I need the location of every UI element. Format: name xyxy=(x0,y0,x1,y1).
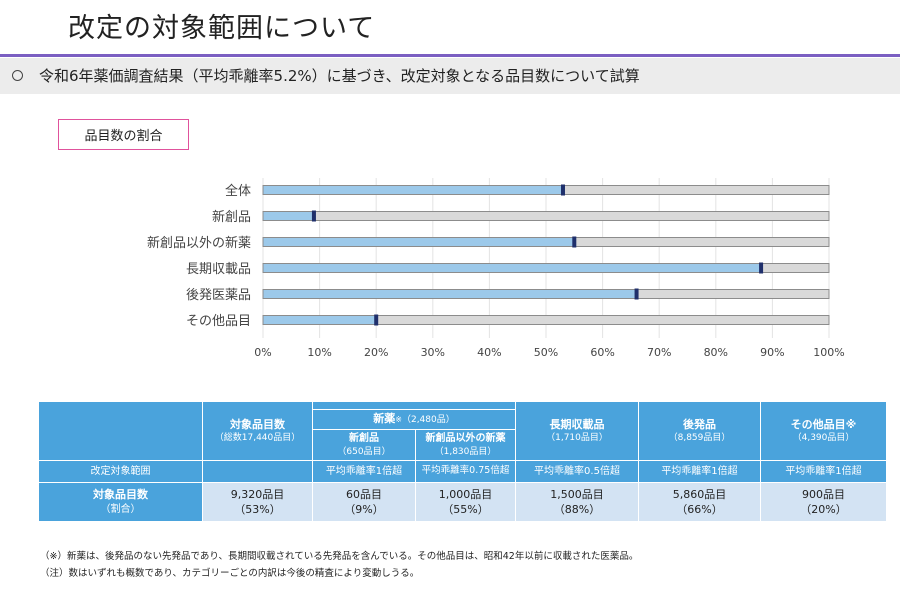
count-value: 60品目 xyxy=(346,487,382,501)
bar-marker xyxy=(572,236,577,248)
bar-marker xyxy=(560,184,565,196)
count-others: 900品目 （20%） xyxy=(760,482,887,522)
count-value: 1,000品目 xyxy=(438,487,493,501)
count-pct: （55%） xyxy=(442,503,489,516)
header-generic: 後発品 （8,859品目） xyxy=(638,401,761,461)
subtitle: 令和6年薬価調査結果（平均乖離率5.2%）に基づき、改定対象となる品目数について… xyxy=(12,65,640,86)
subtitle-band xyxy=(0,58,900,94)
scope-others: 平均乖離率1倍超 xyxy=(760,460,887,483)
x-tick-label: 100% xyxy=(813,346,844,359)
bar-track xyxy=(262,211,830,221)
count-pct: （20%） xyxy=(800,503,847,516)
count-value: 1,500品目 xyxy=(550,487,604,501)
bar xyxy=(262,263,762,273)
bar-marker xyxy=(634,288,639,300)
scope-long-listed: 平均乖離率0.5倍超 xyxy=(515,460,639,483)
count-value: 9,320品目 xyxy=(230,487,285,501)
bar-marker xyxy=(759,262,764,274)
section-label: 品目数の割合 xyxy=(58,119,189,150)
header-top-strip xyxy=(312,401,516,410)
header-others: その他品目※ （4,390品目） xyxy=(760,401,887,461)
x-tick-label: 70% xyxy=(647,346,671,359)
footnote-1: （※）新薬は、後発品のない先発品であり、長期間収載されている先発品を含んでいる。… xyxy=(40,551,639,562)
category-label: 長期収載品 xyxy=(186,262,251,277)
count-pct: （66%） xyxy=(676,503,723,516)
header-sub: （8,859品目） xyxy=(668,433,731,444)
count-value: 5,860品目 xyxy=(672,487,727,501)
header-new-drugs: 新薬※（2,480品） xyxy=(312,409,516,430)
x-tick-label: 60% xyxy=(590,346,614,359)
header-title: 新創品 xyxy=(349,433,379,445)
row-label-scope: 改定対象範囲 xyxy=(38,460,203,483)
header-title: 対象品目数 xyxy=(230,417,285,431)
table-corner-cell xyxy=(38,401,203,461)
count-innovative: 60品目 （9%） xyxy=(312,482,416,522)
header-sub: （2,480品） xyxy=(401,415,455,426)
scope-innovative: 平均乖離率1倍超 xyxy=(312,460,416,483)
scope-generic: 平均乖離率1倍超 xyxy=(638,460,761,483)
category-label: 新創品 xyxy=(212,209,251,225)
footnote-2: （注）数はいずれも概数であり、カテゴリーごとの内訳は今後の精査により変動しうる。 xyxy=(40,568,420,579)
category-label: 新創品以外の新薬 xyxy=(147,235,251,251)
x-tick-label: 0% xyxy=(254,346,271,359)
header-sub: （1,710品目） xyxy=(546,433,608,444)
row-label-sub: （割合） xyxy=(100,503,141,515)
count-pct: （53%） xyxy=(234,503,281,516)
note-mark: ※ xyxy=(395,415,402,425)
x-tick-label: 40% xyxy=(477,346,501,359)
header-other-new: 新創品以外の新薬 （1,830品目） xyxy=(415,429,516,461)
row-label-count: 対象品目数 （割合） xyxy=(38,482,203,522)
note-mark: ※ xyxy=(845,417,857,431)
header-title: その他品目※ xyxy=(761,418,886,433)
header-sub: （650品目） xyxy=(337,446,391,457)
header-title: 新創品以外の新薬 xyxy=(425,433,506,445)
summary-table: 対象品目数 （総数17,440品目） 長期収載品 （1,710品目） 後発品 （8,8… xyxy=(38,401,887,522)
header-innovative: 新創品 （650品目） xyxy=(312,429,416,461)
header-long-listed: 長期収載品 （1,710品目） xyxy=(515,401,639,461)
count-long-listed: 1,500品目 （88%） xyxy=(515,482,639,522)
count-pct: （9%） xyxy=(344,503,384,516)
header-target-count: 対象品目数 （総数17,440品目） xyxy=(202,401,313,461)
bar-marker xyxy=(374,314,379,326)
page-title: 改定の対象範囲について xyxy=(68,13,376,44)
category-label: 全体 xyxy=(225,183,251,199)
header-title: 長期収載品 xyxy=(549,417,605,431)
title-divider xyxy=(0,54,900,57)
category-label: 後発医薬品 xyxy=(186,288,251,303)
header-title: 後発品 xyxy=(683,417,716,431)
subtitle-text: 令和6年薬価調査結果（平均乖離率5.2%）に基づき、改定対象となる品目数について… xyxy=(39,67,640,85)
count-pct: （88%） xyxy=(553,503,601,516)
row-label-title: 対象品目数 xyxy=(93,487,148,501)
category-label: その他品目 xyxy=(186,314,251,329)
bar-chart: 0% 10% 20% 30% 40% 50% 60% 70% 80% 90% 100% 全体新創品新創… xyxy=(147,178,845,359)
x-tick-label: 20% xyxy=(364,346,388,359)
circle-bullet-icon xyxy=(12,70,23,81)
count-value: 900品目 xyxy=(802,487,845,501)
bar xyxy=(262,315,377,325)
bar-marker xyxy=(311,210,316,222)
bar xyxy=(262,185,564,195)
count-other-new: 1,000品目 （55%） xyxy=(415,482,516,522)
x-tick-label: 50% xyxy=(534,346,558,359)
bar xyxy=(262,237,575,247)
bar xyxy=(262,289,638,299)
bar xyxy=(262,211,315,221)
x-tick-label: 90% xyxy=(760,346,784,359)
x-tick-label: 80% xyxy=(704,346,728,359)
x-tick-label: 10% xyxy=(307,346,331,359)
header-title: 新薬 xyxy=(373,412,396,426)
scope-total-empty xyxy=(202,460,313,483)
header-sub: （総数17,440品目） xyxy=(214,433,301,444)
scope-other-new: 平均乖離率0.75倍超 xyxy=(415,460,516,483)
x-tick-label: 30% xyxy=(421,346,445,359)
header-sub: （1,830品目） xyxy=(434,446,497,457)
count-total: 9,320品目 （53%） xyxy=(202,482,313,522)
count-generic: 5,860品目 （66%） xyxy=(638,482,761,522)
header-title-text: その他品目 xyxy=(790,417,846,431)
header-sub: （4,390品目） xyxy=(792,433,855,444)
